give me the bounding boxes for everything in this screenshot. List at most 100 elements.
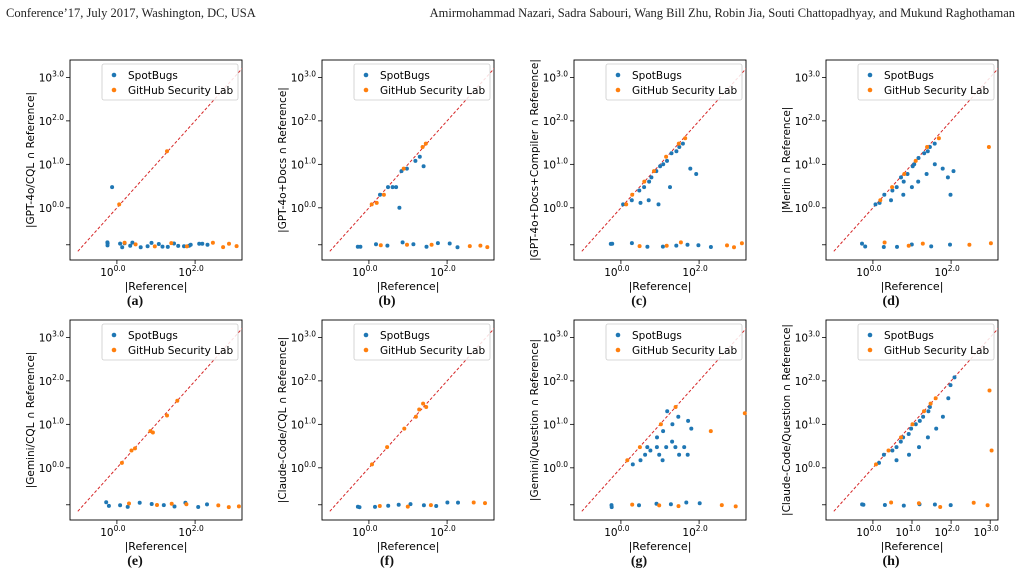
ghsl-point — [902, 172, 907, 176]
ghsl-point — [155, 503, 159, 507]
spotbugs-point — [680, 141, 685, 146]
ghsl-point — [377, 504, 382, 508]
ghsl-point — [624, 202, 629, 207]
spotbugs-point — [940, 414, 945, 419]
legend-label: GitHub Security Lab — [884, 345, 989, 357]
spotbugs-point — [637, 503, 641, 508]
ghsl-point — [986, 145, 991, 149]
ghsl-point — [922, 409, 926, 414]
spotbugs-point — [952, 375, 957, 380]
spotbugs-point — [621, 202, 626, 207]
y-tick-label: 102.0 — [543, 373, 569, 388]
chart-panel-b: 100.0 101.0 102.0 103.0 100.0 102.0 |Reference… — [262, 46, 512, 316]
spotbugs-point — [951, 169, 956, 174]
spotbugs-point — [128, 243, 133, 248]
spotbugs-point — [378, 192, 382, 197]
legend-label: GitHub Security Lab — [128, 345, 233, 357]
spotbugs-point — [940, 166, 945, 171]
ghsl-point — [971, 500, 976, 505]
spotbugs-point — [860, 241, 864, 246]
ghsl-point — [664, 243, 669, 248]
spotbugs-point — [645, 244, 650, 249]
spotbugs-point — [104, 500, 109, 505]
ghsl-point — [169, 241, 174, 246]
chart-panel-h: 100.0 101.0 102.0 103.0 100.0 101.0 102.0 103.0… — [766, 306, 1016, 576]
ghsl-point — [630, 192, 635, 197]
chart-panel-d: 100.0 101.0 102.0 103.0 100.0 102.0 |Reference… — [766, 46, 1016, 316]
legend-marker — [363, 347, 369, 353]
spotbugs-point — [638, 458, 643, 463]
spotbugs-point — [913, 422, 918, 427]
spotbugs-point — [873, 202, 878, 207]
spotbugs-point — [645, 445, 650, 450]
spotbugs-point — [916, 156, 921, 160]
ghsl-point — [378, 243, 383, 248]
spotbugs-point — [137, 500, 142, 505]
spotbugs-point — [890, 188, 895, 193]
ghsl-point — [988, 241, 993, 246]
ghsl-point — [708, 429, 713, 434]
x-tick-label: 101.0 — [895, 524, 921, 539]
spotbugs-point — [912, 162, 917, 167]
spotbugs-point — [948, 383, 953, 388]
spotbugs-point — [677, 452, 682, 457]
chart-panel-f: 100.0 101.0 102.0 103.0 100.0 102.0 |Reference… — [262, 306, 512, 576]
x-axis-label: |Reference| — [125, 280, 188, 293]
spotbugs-point — [882, 503, 887, 507]
spotbugs-point — [630, 462, 635, 467]
spotbugs-point — [682, 445, 687, 450]
spotbugs-point — [357, 505, 362, 510]
ghsl-point — [673, 405, 678, 409]
spotbugs-point — [646, 198, 651, 203]
y-tick-label: 103.0 — [291, 329, 317, 344]
legend-label: SpotBugs — [128, 330, 178, 342]
spotbugs-point — [642, 185, 647, 190]
spotbugs-point — [200, 241, 205, 246]
plot-frame — [825, 59, 999, 261]
y-tick-label: 103.0 — [543, 69, 569, 84]
y-tick-label: 101.0 — [543, 416, 569, 431]
spotbugs-point — [358, 244, 363, 249]
ghsl-point — [117, 202, 122, 207]
spotbugs-point — [421, 503, 426, 508]
ghsl-point — [910, 422, 915, 427]
legend: SpotBugs GitHub Security Lab — [101, 323, 239, 361]
y-tick-label: 101.0 — [39, 416, 65, 431]
ghsl-point — [642, 179, 647, 184]
spotbugs-point — [948, 192, 953, 197]
legend-label: GitHub Security Lab — [632, 85, 737, 97]
y-axis-label: |Gemini/Question ∩ Reference| — [529, 339, 541, 501]
spotbugs-point — [686, 418, 691, 423]
spotbugs-point — [881, 452, 886, 457]
ghsl-point — [236, 504, 241, 509]
spotbugs-point — [909, 242, 914, 247]
spotbugs-point — [909, 426, 914, 431]
spotbugs-point — [396, 502, 401, 507]
ghsl-point — [882, 240, 887, 245]
ghsl-point — [420, 145, 425, 149]
x-tick-label: 103.0 — [974, 524, 1000, 539]
subfigure-caption: (h) — [882, 554, 900, 569]
ghsl-point — [221, 245, 226, 250]
spotbugs-point — [925, 435, 930, 440]
y-tick-label: 100.0 — [543, 460, 569, 475]
x-tick-label: 102.0 — [178, 264, 204, 279]
ghsl-point — [385, 445, 390, 450]
x-axis-label: |Reference| — [881, 540, 944, 553]
spotbugs-point — [197, 241, 202, 246]
spotbugs-point — [934, 426, 939, 431]
spotbugs-point — [948, 503, 953, 508]
ghsl-point — [938, 505, 943, 509]
spotbugs-point — [917, 418, 922, 423]
x-tick-label: 100.0 — [856, 264, 882, 279]
ghsl-point — [175, 398, 180, 403]
ghsl-point — [985, 503, 990, 508]
x-tick-label: 100.0 — [856, 524, 882, 539]
spotbugs-point — [922, 151, 927, 156]
ghsl-point — [421, 401, 426, 406]
legend: SpotBugs GitHub Security Lab — [605, 323, 743, 361]
